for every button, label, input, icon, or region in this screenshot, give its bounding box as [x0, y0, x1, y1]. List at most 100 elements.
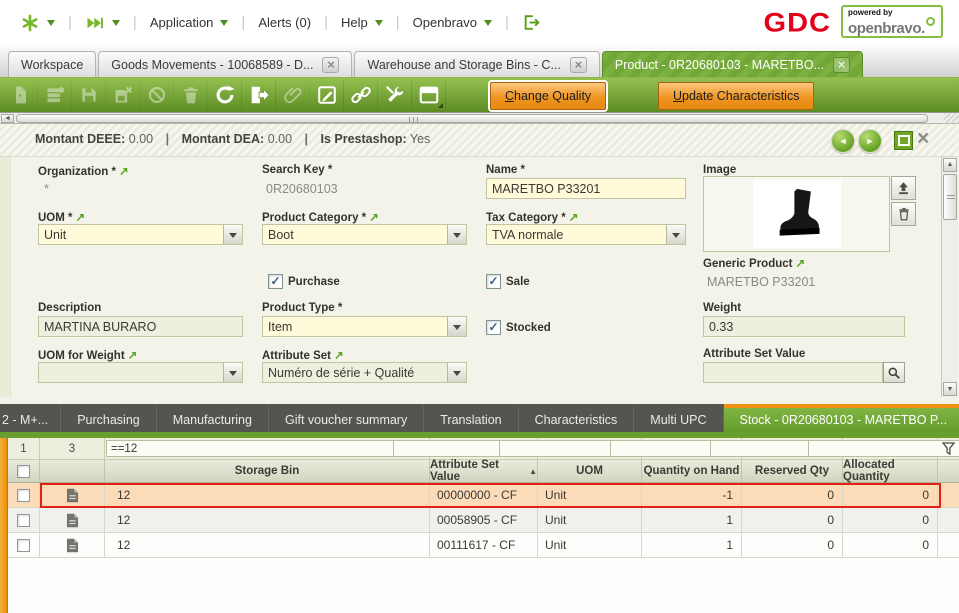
weight-field[interactable] [703, 316, 905, 337]
sale-checkbox[interactable]: ✓ [486, 274, 501, 289]
dropdown-button[interactable] [447, 363, 466, 382]
table-row[interactable]: 12 00000000 - CF Unit -1 0 0 [8, 483, 959, 508]
menu-application[interactable]: Application [144, 15, 235, 30]
dropdown-button[interactable] [223, 225, 242, 244]
dropdown-button[interactable] [666, 225, 685, 244]
horizontal-scrollbar[interactable]: ◄ [0, 112, 959, 124]
workspace-menu-button[interactable] [14, 13, 61, 33]
attribute-set-value-search-button[interactable] [883, 362, 905, 383]
link-arrow-icon[interactable]: ↗ [334, 350, 344, 362]
close-form-button[interactable]: × [917, 127, 930, 150]
form-vertical-scrollbar[interactable]: ▲ ▼ [941, 157, 958, 397]
tab-workspace[interactable]: Workspace [8, 51, 97, 77]
tab-goods-movements[interactable]: Goods Movements - 10068589 - D... × [98, 51, 353, 77]
save-and-close-button[interactable] [106, 80, 140, 110]
vertical-scrollbar-thumb[interactable] [943, 174, 957, 220]
dropdown-button[interactable] [223, 363, 242, 382]
attribute-set-dropdown[interactable]: Numéro de série + Qualité [262, 362, 467, 383]
row-icon-header[interactable] [40, 460, 105, 482]
update-characteristics-button[interactable]: Update Characteristics [658, 82, 815, 110]
record-document-icon[interactable] [66, 513, 79, 528]
attribute-set-value-field[interactable] [703, 362, 883, 383]
storage-bin-filter[interactable] [106, 440, 428, 457]
child-tab-truncated[interactable]: 2 - M+... [0, 404, 62, 432]
header-quantity-on-hand[interactable]: Quantity on Hand [642, 460, 742, 482]
refresh-button[interactable] [208, 80, 242, 110]
child-tab-manufacturing[interactable]: Manufacturing [157, 404, 269, 432]
header-attribute-set-value[interactable]: Attribute Set Value ▲ [430, 459, 538, 483]
new-document-button[interactable]: * [4, 80, 38, 110]
tab-warehouse-storage-bins[interactable]: Warehouse and Storage Bins - C... × [354, 51, 600, 77]
maximize-button[interactable] [894, 131, 913, 150]
dropdown-button[interactable] [447, 225, 466, 244]
close-icon[interactable]: × [833, 56, 850, 73]
export-button[interactable] [242, 80, 276, 110]
tools-button[interactable] [378, 80, 412, 110]
child-tab-purchasing[interactable]: Purchasing [61, 404, 157, 432]
menu-alerts[interactable]: Alerts (0) [252, 15, 317, 30]
previous-record-button[interactable]: ◄ [831, 129, 855, 153]
header-uom[interactable]: UOM [538, 460, 642, 482]
name-field[interactable] [486, 178, 686, 199]
horizontal-scrollbar-thumb[interactable] [16, 114, 928, 123]
attachment-button[interactable] [276, 80, 310, 110]
child-tab-stock-active[interactable]: Stock - 0R20680103 - MARETBO P... [723, 404, 959, 432]
next-record-button[interactable]: ► [858, 129, 882, 153]
allocated-quantity-filter-input[interactable] [809, 441, 959, 456]
product-category-dropdown[interactable]: Boot [262, 224, 467, 245]
edit-button[interactable] [310, 80, 344, 110]
form-grid-toggle-button[interactable] [412, 80, 446, 110]
cancel-button[interactable] [140, 80, 174, 110]
uom-dropdown[interactable]: Unit [38, 224, 243, 245]
tax-category-dropdown[interactable]: TVA normale [486, 224, 686, 245]
select-all-checkbox[interactable] [17, 464, 30, 478]
scroll-down-arrow-icon[interactable]: ▼ [943, 382, 957, 396]
child-tab-multi-upc[interactable]: Multi UPC [634, 404, 724, 432]
scroll-left-arrow-icon[interactable]: ◄ [1, 114, 14, 123]
link-arrow-icon[interactable]: ↗ [795, 258, 806, 270]
child-tab-translation[interactable]: Translation [424, 404, 519, 432]
child-tab-characteristics[interactable]: Characteristics [519, 404, 635, 432]
record-document-icon[interactable] [66, 488, 79, 503]
purchase-checkbox[interactable]: ✓ [268, 274, 283, 289]
product-type-dropdown[interactable]: Item [262, 316, 467, 337]
description-field[interactable] [38, 316, 243, 337]
link-arrow-icon[interactable]: ↗ [369, 212, 379, 224]
header-allocated-quantity[interactable]: Allocated Quantity [843, 459, 938, 483]
table-row[interactable]: 12 00111617 - CF Unit 1 0 0 [8, 533, 959, 558]
header-storage-bin[interactable]: Storage Bin [105, 460, 430, 482]
link-arrow-icon[interactable]: ↗ [118, 166, 129, 178]
row-checkbox[interactable] [17, 513, 30, 527]
header-reserved-qty[interactable]: Reserved Qty [742, 460, 843, 482]
dropdown-button[interactable] [447, 317, 466, 336]
quick-launch-menu-button[interactable] [79, 14, 126, 32]
upload-image-button[interactable] [891, 176, 916, 200]
logout-button[interactable] [516, 13, 548, 32]
link-button[interactable] [344, 80, 378, 110]
link-arrow-icon[interactable]: ↗ [75, 212, 86, 224]
delete-image-button[interactable] [891, 202, 916, 226]
save-button[interactable] [72, 80, 106, 110]
scroll-up-arrow-icon[interactable]: ▲ [943, 158, 957, 172]
product-image[interactable] [752, 180, 841, 248]
change-quality-button[interactable]: Change Quality [490, 82, 607, 110]
row-checkbox[interactable] [17, 538, 30, 552]
copy-record-button[interactable] [38, 80, 72, 110]
uom-for-weight-dropdown[interactable] [38, 362, 243, 383]
child-tab-gift-voucher-summary[interactable]: Gift voucher summary [269, 404, 425, 432]
close-icon[interactable]: × [569, 56, 587, 73]
record-document-icon[interactable] [66, 538, 79, 553]
stocked-checkbox[interactable]: ✓ [486, 320, 501, 335]
close-icon[interactable]: × [322, 56, 340, 73]
row-checkbox[interactable] [17, 488, 30, 502]
link-arrow-icon[interactable]: ↗ [568, 212, 579, 224]
storage-bin-filter-input[interactable] [107, 441, 409, 456]
funnel-filter-button[interactable] [938, 438, 959, 459]
menu-openbravo[interactable]: Openbravo [407, 15, 498, 30]
link-arrow-icon[interactable]: ↗ [127, 350, 138, 362]
delete-button[interactable] [174, 80, 208, 110]
menu-help[interactable]: Help [335, 15, 389, 30]
table-row[interactable]: 12 00058905 - CF Unit 1 0 0 [8, 508, 959, 533]
allocated-quantity-filter[interactable] [808, 440, 959, 457]
tab-product-active[interactable]: Product - 0R20680103 - MARETBO... × [601, 51, 863, 77]
